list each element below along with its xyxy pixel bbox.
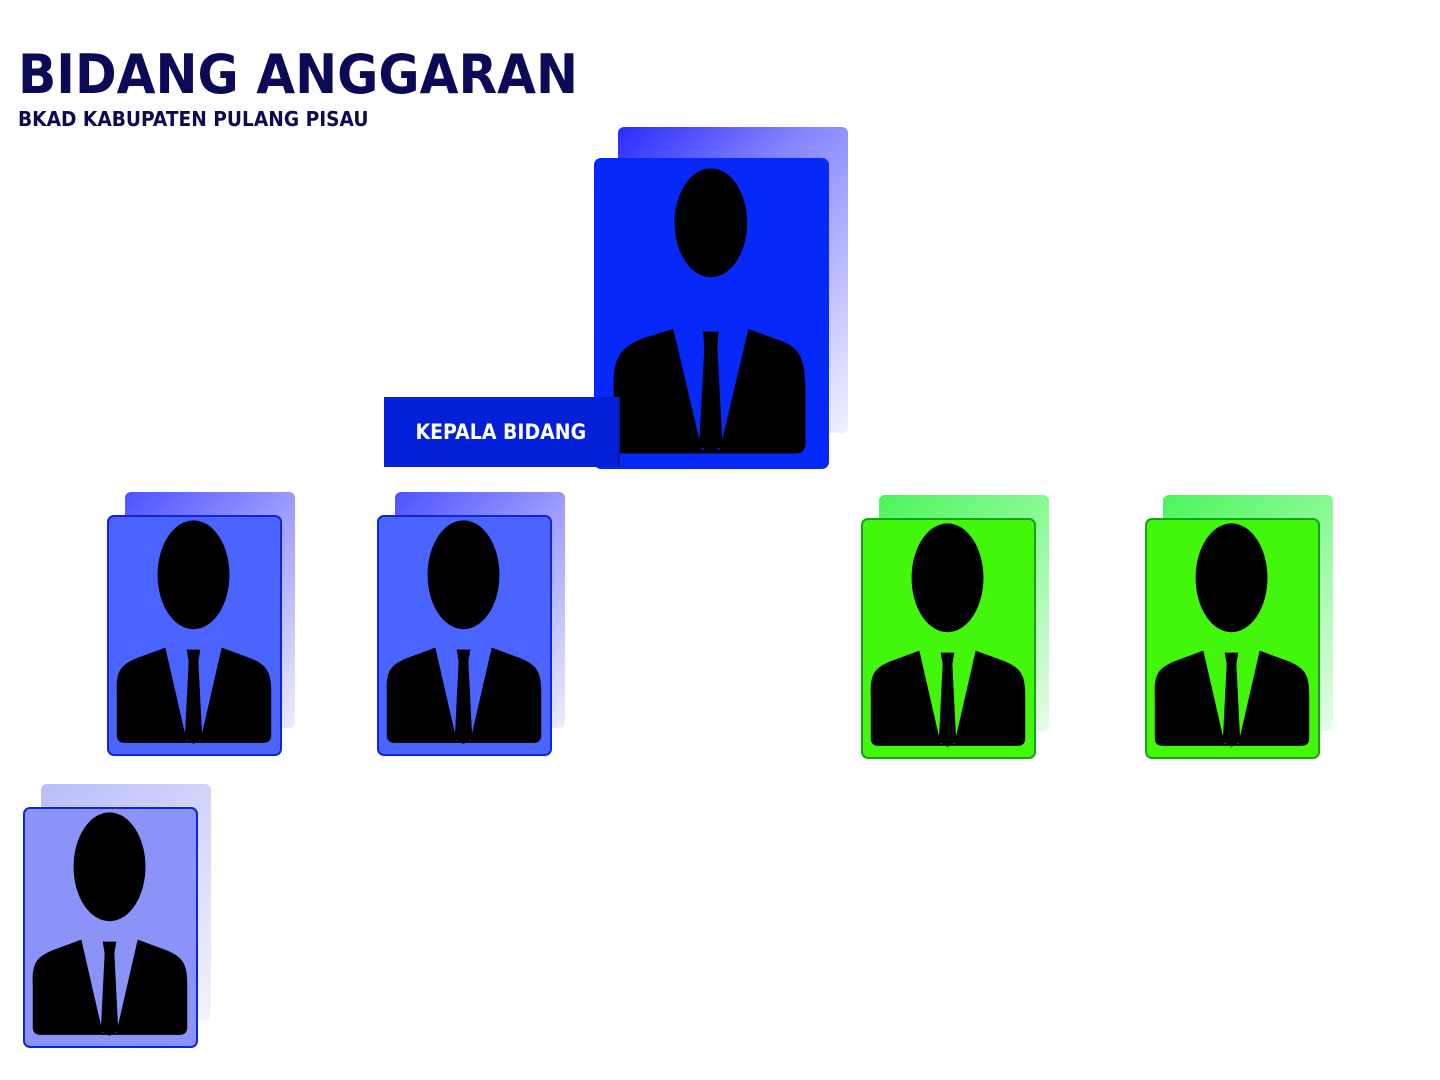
head-photo-card: [594, 127, 850, 471]
staff-photo-card: [1145, 495, 1335, 761]
position-label-box: KEPALA BIDANG: [384, 397, 618, 467]
staff-photo-card: [377, 492, 567, 758]
photo-frame: [861, 518, 1036, 759]
person-silhouette-icon: [1154, 523, 1310, 747]
person-silhouette-icon: [870, 523, 1026, 747]
staff-photo-card: [107, 492, 297, 758]
person-silhouette-icon: [32, 812, 188, 1036]
position-label: KEPALA BIDANG: [415, 420, 587, 444]
photo-frame: [1145, 518, 1320, 759]
page-subtitle: BKAD KABUPATEN PULANG PISAU: [18, 107, 369, 131]
page-title: BIDANG ANGGARAN: [18, 43, 579, 106]
staff-photo-card: [23, 784, 213, 1050]
photo-frame: [377, 515, 552, 756]
person-silhouette-icon: [386, 520, 542, 744]
photo-frame: [594, 158, 829, 469]
person-silhouette-icon: [613, 168, 806, 454]
photo-frame: [23, 807, 198, 1048]
staff-photo-card: [861, 495, 1051, 761]
person-silhouette-icon: [116, 520, 272, 744]
photo-frame: [107, 515, 282, 756]
